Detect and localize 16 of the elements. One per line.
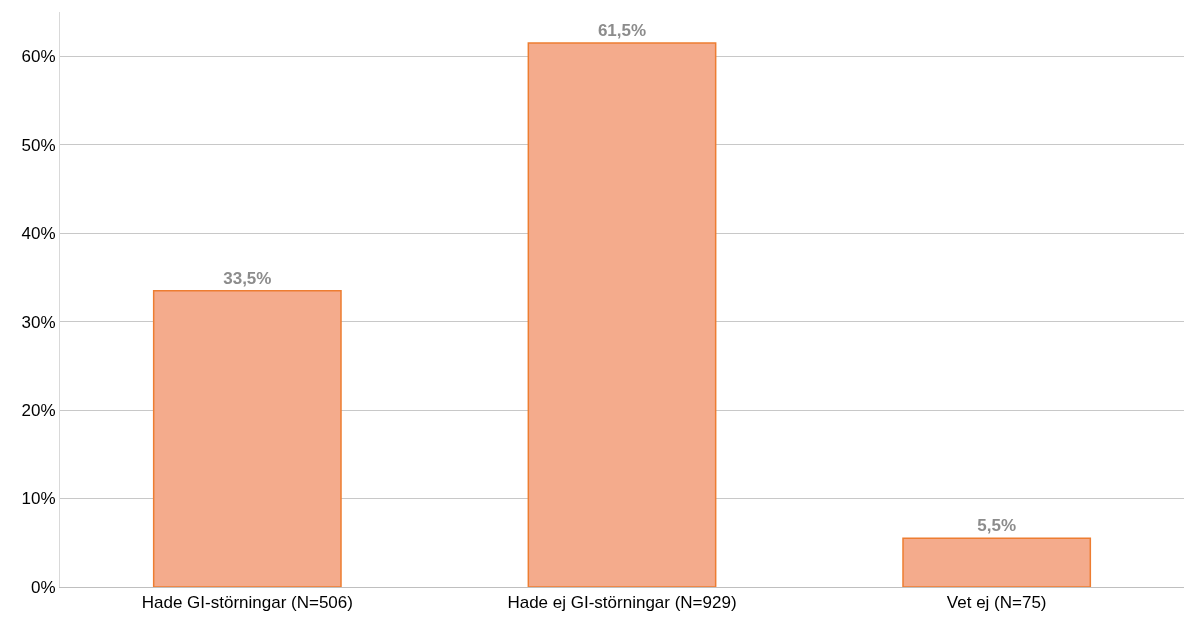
bar (152, 289, 342, 587)
y-tick-label: 40% (21, 224, 56, 244)
y-tick-label: 50% (21, 135, 56, 155)
data-label: 61,5% (597, 20, 647, 40)
x-tick-label: Hade GI-störningar (N=506) (141, 593, 353, 613)
y-tick-label: 30% (21, 312, 56, 332)
y-tick-label: 0% (31, 577, 56, 597)
y-tick-label: 20% (21, 401, 56, 421)
x-tick-label: Vet ej (N=75) (946, 593, 1047, 613)
bar (902, 537, 1092, 587)
x-tick-label: Hade ej GI-störningar (N=929) (507, 593, 737, 613)
y-tick-label: 10% (21, 489, 56, 509)
data-label: 33,5% (223, 268, 272, 288)
y-tick-label: 60% (21, 47, 56, 67)
data-label: 5,5% (977, 516, 1017, 536)
bar (527, 42, 717, 587)
